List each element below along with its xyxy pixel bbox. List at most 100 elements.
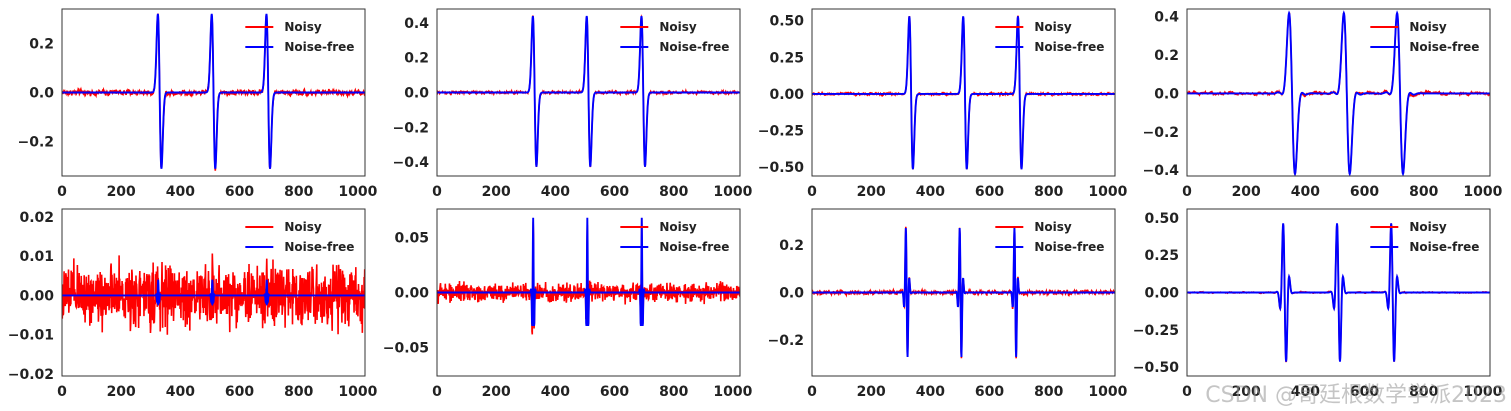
axes-frame (1186, 8, 1491, 177)
subplot-5: 0 200 400 600 800 1000 −0.02 −0.01 0.00 0.01 0.02 N… (8, 208, 378, 400)
legend-label: Noisy (1409, 220, 1447, 234)
y-tick-label: 0.0 (404, 86, 429, 102)
legend-entry-noise-free: Noise-free (620, 40, 729, 54)
y-tick-label: −0.25 (1133, 323, 1179, 339)
legend-label: Noise-free (1409, 240, 1479, 254)
x-tick-label: 800 (1034, 384, 1063, 400)
x-tick-label: 400 (166, 184, 195, 200)
legend-entry-noise-free: Noise-free (995, 240, 1104, 254)
legend-label: Noisy (1409, 20, 1447, 34)
x-tick-label: 800 (659, 184, 688, 200)
x-tick-label: 800 (284, 184, 313, 200)
legend-entry-noisy: Noisy (995, 220, 1072, 234)
x-tick-label: 400 (166, 384, 195, 400)
axes-frame (811, 208, 1116, 377)
x-tick-label: 1000 (713, 184, 752, 200)
y-tick-label: −0.2 (767, 333, 804, 349)
series-line-noise-free (1187, 223, 1490, 362)
y-tick-label: 0.0 (29, 86, 54, 102)
series-line-noise-free (437, 15, 740, 167)
y-tick-label: 0.00 (1144, 286, 1179, 302)
x-tick-label: 1000 (338, 184, 377, 200)
legend-entry-noisy: Noisy (245, 220, 322, 234)
x-tick-label: 0 (807, 384, 817, 400)
x-tick-label: 600 (975, 184, 1004, 200)
x-tick-label: 1000 (1463, 384, 1502, 400)
x-tick-label: 600 (975, 384, 1004, 400)
legend-entry-noise-free: Noise-free (620, 240, 729, 254)
x-tick-label: 200 (107, 184, 136, 200)
legend-label: Noise-free (659, 40, 729, 54)
legend-entry-noise-free: Noise-free (995, 40, 1104, 54)
y-tick-label: 0.0 (779, 286, 804, 302)
subplot-7: 0 200 400 600 800 1000 −0.2 0.0 0.2 Noisy Noise-fr… (767, 208, 1128, 400)
x-tick-label: 800 (284, 384, 313, 400)
x-tick-label: 200 (1232, 384, 1261, 400)
y-tick-label: 0.2 (1154, 48, 1179, 64)
legend-label: Noisy (1034, 220, 1072, 234)
axes-frame (1186, 208, 1491, 377)
series-line-noise-free (812, 228, 1115, 357)
series-line-noise-free (812, 16, 1115, 170)
x-tick-label: 800 (1034, 184, 1063, 200)
y-tick-label: −0.25 (758, 124, 804, 140)
legend-label: Noise-free (1034, 40, 1104, 54)
x-tick-label: 1000 (713, 384, 752, 400)
x-tick-label: 0 (432, 184, 442, 200)
y-tick-label: 0.25 (1144, 248, 1179, 264)
subplot-4: 0 200 400 600 800 1000 −0.4 −0.2 0.0 0.2 0.4 Noisy N… (1142, 8, 1503, 200)
legend-label: Noisy (284, 220, 322, 234)
y-tick-label: −0.50 (758, 160, 805, 176)
legend-label: Noise-free (284, 40, 354, 54)
series-line-noise-free (1187, 10, 1490, 176)
legend-entry-noise-free: Noise-free (245, 240, 354, 254)
x-tick-label: 200 (482, 384, 511, 400)
y-tick-label: −0.02 (8, 367, 54, 383)
x-tick-label: 0 (57, 384, 67, 400)
subplot-2: 0 200 400 600 800 1000 −0.4 −0.2 0.0 0.2 0.4 Noisy N… (392, 8, 753, 200)
y-tick-label: 0.4 (1154, 10, 1179, 26)
x-tick-label: 1000 (338, 384, 377, 400)
x-tick-label: 400 (541, 384, 570, 400)
legend-label: Noisy (659, 20, 697, 34)
axes-frame (436, 8, 741, 177)
subplot-3: 0 200 400 600 800 1000 −0.50 −0.25 0.00 0.25 0.50 N… (758, 8, 1128, 200)
legend-entry-noisy: Noisy (620, 220, 697, 234)
x-tick-label: 400 (1291, 384, 1320, 400)
x-tick-label: 0 (1182, 184, 1192, 200)
x-tick-label: 400 (1291, 184, 1320, 200)
series-line-noise-free (437, 217, 740, 327)
x-tick-label: 600 (1350, 384, 1379, 400)
axes-frame (61, 208, 366, 377)
y-tick-label: 0.2 (779, 238, 804, 254)
y-tick-label: 0.0 (1154, 86, 1179, 102)
legend-label: Noisy (659, 220, 697, 234)
legend-label: Noise-free (1409, 40, 1479, 54)
y-tick-label: 0.05 (394, 231, 429, 247)
axes-frame (436, 208, 741, 377)
axes-frame (811, 8, 1116, 177)
subplot-6: 0 200 400 600 800 1000 −0.05 0.00 0.05 Noisy Noise… (383, 208, 753, 400)
x-tick-label: 200 (107, 384, 136, 400)
x-tick-label: 600 (1350, 184, 1379, 200)
y-tick-label: 0.00 (19, 288, 54, 304)
legend-label: Noisy (1034, 20, 1072, 34)
y-tick-label: −0.2 (392, 120, 429, 136)
x-tick-label: 0 (1182, 384, 1192, 400)
x-tick-label: 0 (57, 184, 67, 200)
legend-entry-noisy: Noisy (245, 20, 322, 34)
subplot-8: 0 200 400 600 800 1000 −0.50 −0.25 0.00 0.25 0.50 N… (1133, 208, 1503, 400)
y-tick-label: 0.2 (404, 51, 429, 67)
y-tick-label: 0.2 (29, 36, 54, 52)
legend-entry-noisy: Noisy (620, 20, 697, 34)
x-tick-label: 800 (659, 384, 688, 400)
x-tick-label: 400 (541, 184, 570, 200)
legend-entry-noisy: Noisy (1370, 220, 1447, 234)
y-tick-label: 0.4 (404, 16, 429, 32)
x-tick-label: 0 (807, 184, 817, 200)
y-tick-label: −0.4 (1142, 163, 1179, 179)
x-tick-label: 600 (225, 384, 254, 400)
y-tick-label: −0.2 (17, 135, 54, 151)
y-tick-label: −0.2 (1142, 125, 1179, 141)
